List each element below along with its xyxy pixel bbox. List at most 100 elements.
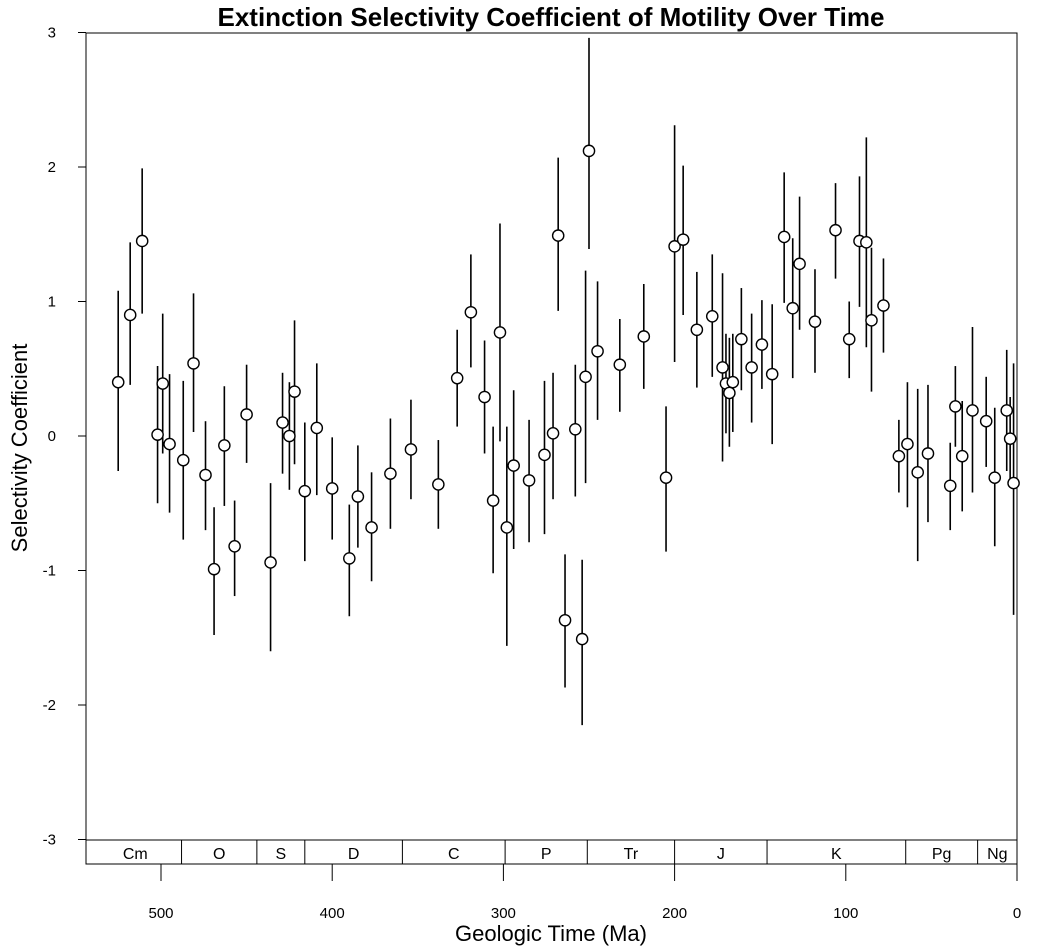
y-tick-label: -1 bbox=[43, 563, 56, 580]
data-point bbox=[288, 385, 301, 398]
data-point bbox=[676, 233, 690, 246]
data-point bbox=[949, 400, 962, 413]
data-point bbox=[901, 437, 914, 451]
plot-frame bbox=[85, 32, 1018, 865]
data-point bbox=[842, 332, 856, 346]
data-point bbox=[955, 449, 969, 463]
y-tick-label: 1 bbox=[48, 294, 56, 311]
data-point bbox=[558, 613, 572, 627]
data-point bbox=[240, 408, 253, 421]
data-point bbox=[464, 305, 478, 319]
data-point bbox=[404, 443, 418, 456]
y-axis-title: Selectivity Coefficient bbox=[7, 344, 32, 553]
data-point bbox=[176, 453, 190, 467]
x-axis-title: Geologic Time (Ma) bbox=[455, 921, 647, 946]
data-point bbox=[432, 478, 445, 491]
data-point bbox=[207, 562, 221, 576]
data-point bbox=[228, 539, 241, 553]
data-point bbox=[450, 371, 464, 385]
data-point bbox=[860, 236, 873, 249]
data-point bbox=[283, 429, 296, 443]
y-tick-label: 3 bbox=[48, 25, 56, 42]
data-point bbox=[726, 375, 740, 389]
data-point bbox=[705, 309, 719, 323]
chart-title: Extinction Selectivity Coefficient of Mo… bbox=[218, 2, 885, 32]
data-point bbox=[187, 357, 200, 370]
data-point bbox=[1007, 476, 1020, 490]
data-point bbox=[478, 390, 491, 404]
data-point bbox=[538, 448, 551, 462]
data-point bbox=[218, 439, 231, 452]
data-point bbox=[156, 377, 170, 390]
y-tick-label: 2 bbox=[48, 159, 56, 176]
data-point bbox=[591, 344, 604, 358]
data-point bbox=[943, 479, 957, 493]
data-point bbox=[325, 482, 339, 495]
x-tick-label: 0 bbox=[1013, 905, 1021, 922]
data-point bbox=[310, 421, 324, 435]
data-point bbox=[569, 422, 582, 436]
data-point bbox=[716, 361, 729, 374]
period-label: K bbox=[831, 846, 842, 863]
data-point bbox=[199, 468, 212, 482]
data-point bbox=[808, 315, 822, 328]
data-point bbox=[829, 223, 842, 237]
data-point bbox=[343, 552, 356, 565]
data-point bbox=[111, 375, 125, 389]
data-point bbox=[793, 257, 806, 271]
period-label: O bbox=[213, 846, 225, 863]
period-label: J bbox=[717, 846, 725, 863]
period-label: Pg bbox=[932, 846, 952, 863]
data-point bbox=[865, 314, 878, 327]
x-tick-label: 300 bbox=[491, 905, 516, 922]
data-point bbox=[351, 490, 365, 503]
data-point bbox=[735, 332, 748, 346]
data-point bbox=[745, 361, 758, 374]
data-point bbox=[151, 428, 164, 441]
data-point bbox=[493, 326, 507, 339]
geologic-period-bar: Cm O S D C P Tr J K Pg Ng bbox=[86, 839, 1017, 864]
data-point bbox=[163, 437, 176, 451]
y-axis: 3 2 1 0 -1 -2 -3 bbox=[43, 25, 86, 849]
data-point bbox=[384, 467, 397, 480]
data-point bbox=[613, 358, 627, 372]
x-tick-label: 200 bbox=[662, 905, 687, 922]
data-point bbox=[892, 449, 906, 463]
data-point bbox=[546, 427, 560, 440]
data-point bbox=[786, 301, 800, 315]
data-point bbox=[579, 370, 592, 384]
y-tick-label: -3 bbox=[43, 832, 56, 849]
x-tick-label: 500 bbox=[148, 905, 173, 922]
data-point bbox=[911, 466, 925, 479]
data-point bbox=[500, 521, 514, 534]
data-point bbox=[921, 447, 935, 460]
data-point bbox=[659, 471, 673, 484]
x-axis: 500 400 300 200 100 0 bbox=[148, 864, 1021, 922]
period-label: Ng bbox=[987, 846, 1007, 863]
data-point bbox=[988, 471, 1002, 484]
data-point bbox=[486, 494, 500, 507]
x-tick-label: 400 bbox=[320, 905, 345, 922]
data-point bbox=[877, 299, 890, 312]
data-point bbox=[522, 474, 536, 487]
data-point bbox=[668, 240, 681, 253]
data-point bbox=[690, 323, 704, 337]
y-tick-label: 0 bbox=[48, 428, 56, 445]
x-tick-label: 100 bbox=[833, 905, 858, 922]
data-point bbox=[551, 229, 565, 242]
period-label: Tr bbox=[624, 846, 639, 863]
data-point bbox=[276, 416, 289, 429]
data-point bbox=[582, 144, 596, 158]
data-point bbox=[135, 234, 149, 248]
data-point bbox=[264, 556, 277, 569]
period-label: Cm bbox=[123, 846, 148, 863]
period-label: C bbox=[448, 846, 460, 863]
data-point bbox=[365, 521, 378, 534]
data-point bbox=[637, 330, 651, 343]
data-point bbox=[979, 414, 993, 428]
data-point bbox=[755, 338, 769, 351]
data-point bbox=[123, 308, 137, 322]
data-points bbox=[111, 144, 1020, 646]
data-point bbox=[298, 484, 312, 498]
